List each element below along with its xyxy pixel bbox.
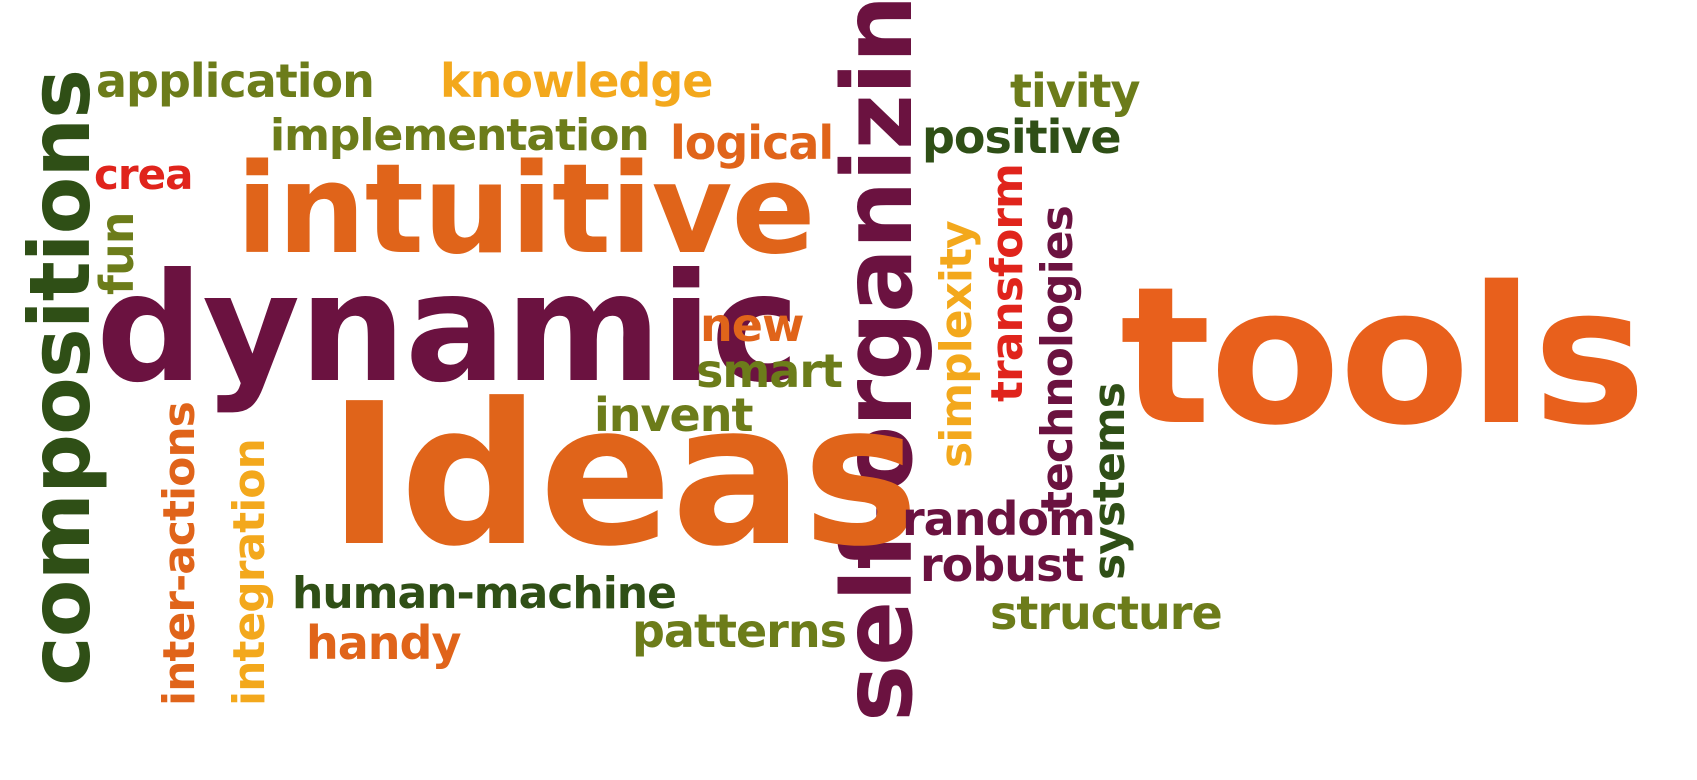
word-random: random [902, 492, 1096, 546]
word-tools: tools [1120, 246, 1646, 467]
word-structure: structure [990, 586, 1223, 640]
word-crea: crea [94, 150, 193, 199]
word-logical: logical [670, 116, 834, 170]
word-invent: invent [594, 388, 753, 442]
word-simplexity: simplexity [931, 221, 982, 468]
word-implementation: implementation [270, 110, 650, 161]
word-transform: transform [982, 164, 1033, 402]
word-ideas: Ideas [328, 362, 919, 590]
word-patterns: patterns [632, 604, 847, 658]
word-robust: robust [920, 538, 1084, 592]
word-inter-actions: inter-actions [154, 402, 205, 706]
word-integration: integration [224, 439, 275, 706]
word-application: application [96, 54, 375, 108]
word-new: new [700, 298, 804, 352]
word-intuitive: intuitive [236, 138, 816, 282]
word-human-machine: human-machine [292, 568, 677, 619]
word-technologies: technologies [1032, 206, 1083, 512]
word-compositions: compositions [11, 69, 109, 686]
word-dynamic: dynamic [96, 242, 800, 416]
word-tivity: tivity [1010, 64, 1140, 118]
word-knowledge: knowledge [440, 54, 713, 108]
word-positive: positive [922, 110, 1122, 164]
word-smart: smart [696, 344, 843, 398]
word-handy: handy [306, 616, 461, 670]
